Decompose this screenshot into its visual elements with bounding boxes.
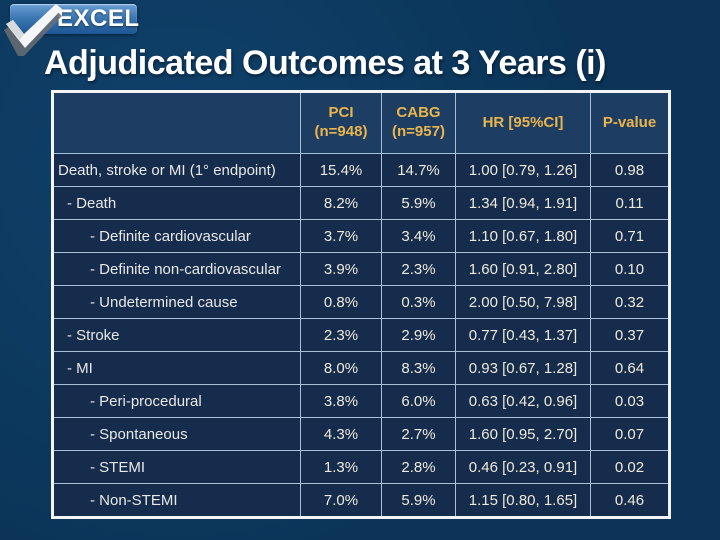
cabg-value-cell: 2.8% — [381, 450, 456, 484]
pci-value-cell: 3.7% — [300, 219, 382, 253]
pvalue-cell: 0.98 — [590, 153, 670, 187]
pci-value-cell: 7.0% — [300, 483, 382, 518]
excel-trial-logo: EXCEL — [0, 0, 150, 62]
pvalue-cell: 0.07 — [590, 417, 670, 451]
outcome-label-cell: - Undetermined cause — [52, 285, 301, 319]
pci-value-cell: 4.3% — [300, 417, 382, 451]
pvalue-cell: 0.03 — [590, 384, 670, 418]
pci-value-cell: 8.2% — [300, 186, 382, 220]
cabg-value-cell: 8.3% — [381, 351, 456, 385]
pci-value-cell: 3.8% — [300, 384, 382, 418]
pci-value-cell: 0.8% — [300, 285, 382, 319]
table-row: - Definite cardiovascular 3.7% 3.4% 1.10… — [52, 219, 670, 253]
page-title: Adjudicated Outcomes at 3 Years (i) — [44, 44, 606, 82]
logo-label: EXCEL — [57, 5, 140, 32]
col-header-pci: PCI (n=948) — [300, 91, 382, 154]
table-row: - Undetermined cause 0.8% 0.3% 2.00 [0.5… — [52, 285, 670, 319]
pvalue-cell: 0.11 — [590, 186, 670, 220]
outcome-label-cell: - STEMI — [52, 450, 301, 484]
hr-value-cell: 1.34 [0.94, 1.91] — [455, 186, 591, 220]
table-row: - MI 8.0% 8.3% 0.93 [0.67, 1.28] 0.64 — [52, 351, 670, 385]
table-row: - Peri-procedural 3.8% 6.0% 0.63 [0.42, … — [52, 384, 670, 418]
col-header-empty — [52, 91, 301, 154]
hr-value-cell: 0.77 [0.43, 1.37] — [455, 318, 591, 352]
col-header-hr: HR [95%CI] — [455, 91, 591, 154]
pvalue-cell: 0.71 — [590, 219, 670, 253]
outcome-label-cell: - Stroke — [52, 318, 301, 352]
table-row: - STEMI 1.3% 2.8% 0.46 [0.23, 0.91] 0.02 — [52, 450, 670, 484]
pci-value-cell: 8.0% — [300, 351, 382, 385]
hr-value-cell: 0.93 [0.67, 1.28] — [455, 351, 591, 385]
hr-value-cell: 0.63 [0.42, 0.96] — [455, 384, 591, 418]
cabg-value-cell: 2.3% — [381, 252, 456, 286]
hr-value-cell: 0.46 [0.23, 0.91] — [455, 450, 591, 484]
table-row: - Death 8.2% 5.9% 1.34 [0.94, 1.91] 0.11 — [52, 186, 670, 220]
cabg-value-cell: 5.9% — [381, 186, 456, 220]
pci-value-cell: 2.3% — [300, 318, 382, 352]
outcome-label-cell: - Death — [52, 186, 301, 220]
outcome-label-cell: - Non-STEMI — [52, 483, 301, 518]
table-row: - Definite non-cardiovascular 3.9% 2.3% … — [52, 252, 670, 286]
table-row: Death, stroke or MI (1° endpoint) 15.4% … — [52, 153, 670, 187]
pci-value-cell: 15.4% — [300, 153, 382, 187]
hr-value-cell: 1.60 [0.91, 2.80] — [455, 252, 591, 286]
cabg-value-cell: 2.9% — [381, 318, 456, 352]
pvalue-cell: 0.64 — [590, 351, 670, 385]
table-row: - Spontaneous 4.3% 2.7% 1.60 [0.95, 2.70… — [52, 417, 670, 451]
col-header-pvalue: P-value — [590, 91, 670, 154]
pvalue-cell: 0.02 — [590, 450, 670, 484]
cabg-value-cell: 14.7% — [381, 153, 456, 187]
pvalue-cell: 0.46 — [590, 483, 670, 518]
pci-value-cell: 1.3% — [300, 450, 382, 484]
hr-value-cell: 1.60 [0.95, 2.70] — [455, 417, 591, 451]
col-header-cabg: CABG (n=957) — [381, 91, 456, 154]
outcomes-table-body: Death, stroke or MI (1° endpoint) 15.4% … — [52, 153, 670, 518]
outcome-label-cell: - Definite non-cardiovascular — [52, 252, 301, 286]
cabg-value-cell: 5.9% — [381, 483, 456, 518]
checkmark-icon — [4, 4, 62, 56]
cabg-value-cell: 6.0% — [381, 384, 456, 418]
pvalue-cell: 0.32 — [590, 285, 670, 319]
hr-value-cell: 1.15 [0.80, 1.65] — [455, 483, 591, 518]
hr-value-cell: 2.00 [0.50, 7.98] — [455, 285, 591, 319]
table-row: - Stroke 2.3% 2.9% 0.77 [0.43, 1.37] 0.3… — [52, 318, 670, 352]
cabg-value-cell: 3.4% — [381, 219, 456, 253]
pci-value-cell: 3.9% — [300, 252, 382, 286]
outcome-label-cell: - MI — [52, 351, 301, 385]
cabg-value-cell: 0.3% — [381, 285, 456, 319]
pvalue-cell: 0.10 — [590, 252, 670, 286]
table-row: - Non-STEMI 7.0% 5.9% 1.15 [0.80, 1.65] … — [52, 483, 670, 518]
outcome-label-cell: Death, stroke or MI (1° endpoint) — [52, 153, 301, 187]
outcome-label-cell: - Definite cardiovascular — [52, 219, 301, 253]
outcomes-table: PCI (n=948) CABG (n=957) HR [95%CI] P-va… — [51, 90, 671, 519]
cabg-value-cell: 2.7% — [381, 417, 456, 451]
outcome-label-cell: - Peri-procedural — [52, 384, 301, 418]
hr-value-cell: 1.00 [0.79, 1.26] — [455, 153, 591, 187]
hr-value-cell: 1.10 [0.67, 1.80] — [455, 219, 591, 253]
table-header-row: PCI (n=948) CABG (n=957) HR [95%CI] P-va… — [52, 91, 670, 154]
outcome-label-cell: - Spontaneous — [52, 417, 301, 451]
pvalue-cell: 0.37 — [590, 318, 670, 352]
